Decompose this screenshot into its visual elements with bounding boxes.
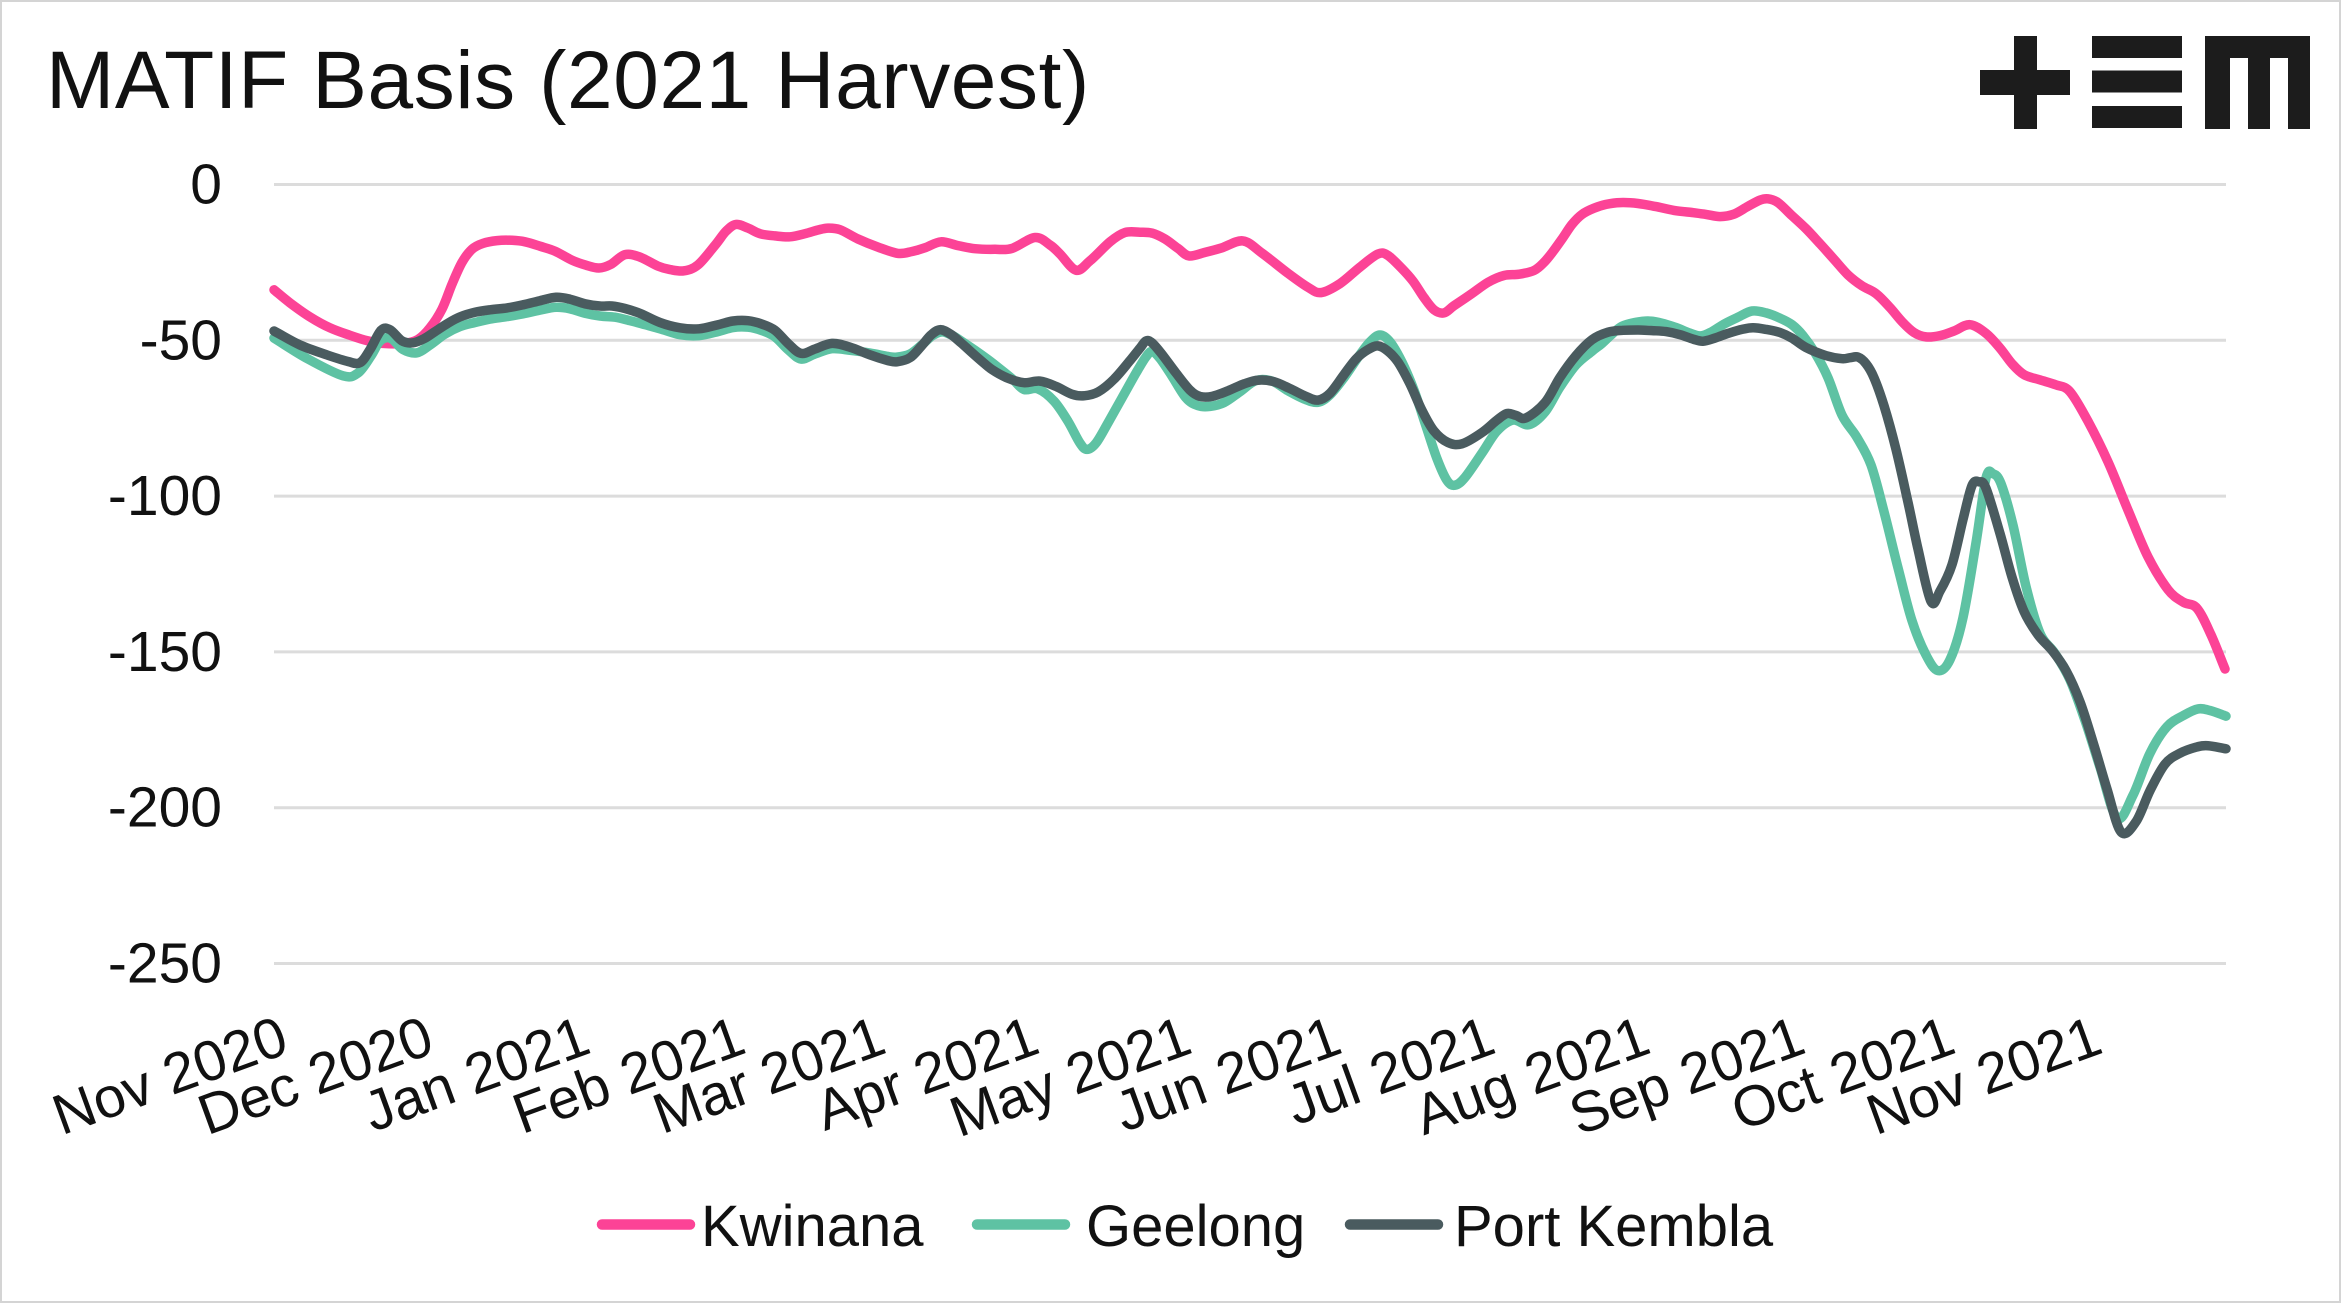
svg-text:-150: -150 <box>108 620 222 684</box>
svg-text:Geelong: Geelong <box>1086 1194 1305 1259</box>
svg-text:MATIF Basis (2021 Harvest): MATIF Basis (2021 Harvest) <box>46 35 1090 126</box>
svg-text:Kwinana: Kwinana <box>701 1194 924 1259</box>
svg-text:-200: -200 <box>108 776 222 840</box>
svg-text:-50: -50 <box>140 308 222 372</box>
svg-text:0: 0 <box>190 153 222 217</box>
svg-text:-250: -250 <box>108 932 222 996</box>
svg-text:Port Kembla: Port Kembla <box>1454 1194 1774 1259</box>
svg-text:-100: -100 <box>108 464 222 528</box>
